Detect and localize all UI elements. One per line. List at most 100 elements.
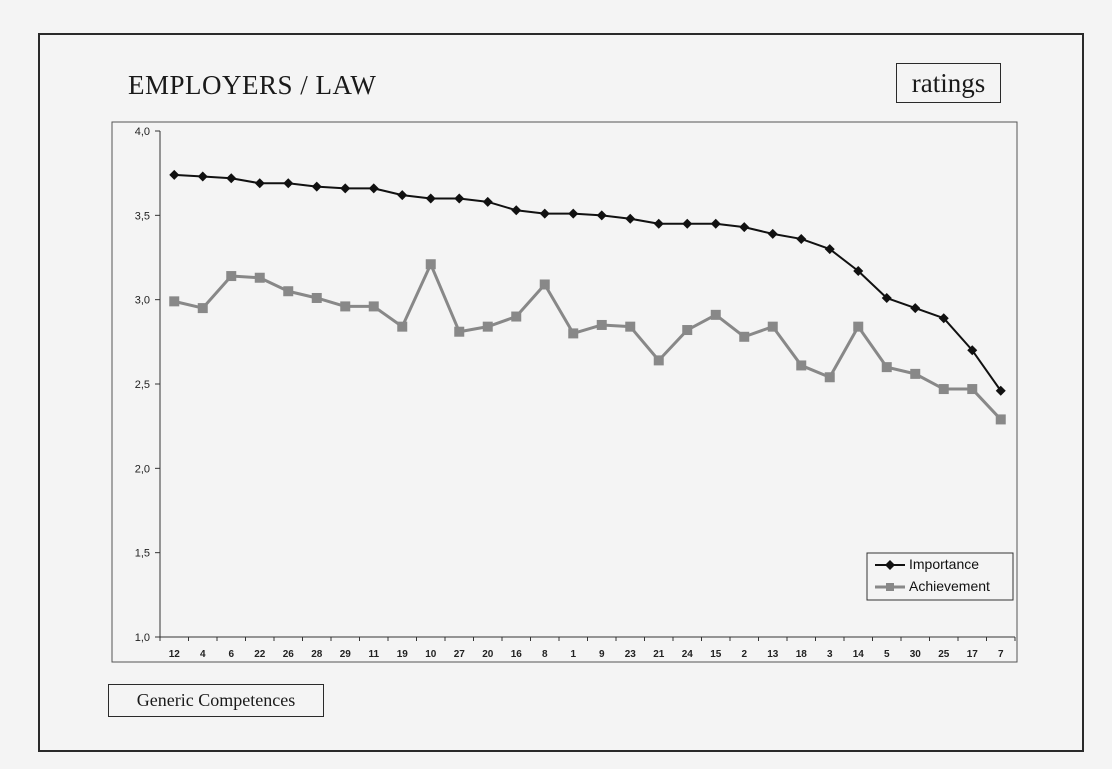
data-point-achievement — [197, 303, 208, 314]
legend-label-achievement: Achievement — [909, 578, 990, 594]
x-tick-label: 22 — [254, 649, 266, 660]
y-tick-label: 2,5 — [135, 379, 150, 391]
data-point-importance — [881, 292, 892, 303]
data-point-achievement — [568, 328, 579, 339]
data-point-importance — [910, 303, 921, 314]
x-tick-label: 17 — [967, 649, 979, 660]
x-tick-label: 11 — [368, 649, 379, 660]
y-tick-label: 4,0 — [135, 126, 150, 138]
data-point-achievement — [425, 259, 436, 270]
data-point-importance — [169, 169, 180, 180]
data-point-achievement — [910, 368, 921, 379]
data-point-importance — [197, 171, 208, 182]
x-tick-label: 5 — [884, 649, 890, 660]
data-point-importance — [283, 178, 294, 189]
data-point-achievement — [995, 414, 1006, 425]
data-point-importance — [767, 228, 778, 239]
data-point-achievement — [796, 360, 807, 371]
data-point-importance — [311, 181, 322, 192]
page-title: EMPLOYERS / LAW — [128, 70, 377, 100]
data-point-importance — [710, 218, 721, 229]
generic-competences-label: Generic Competences — [108, 684, 324, 717]
data-point-achievement — [283, 286, 294, 297]
y-ticks: 1,0 1,5 2,0 2,5 3,0 3,5 4,0 — [135, 126, 160, 644]
x-tick-label: 2 — [741, 649, 747, 660]
legend-marker-importance — [885, 560, 895, 570]
data-point-importance — [682, 218, 693, 229]
data-point-achievement — [596, 319, 607, 330]
x-tick-label: 19 — [397, 649, 409, 660]
series-group — [169, 169, 1006, 425]
x-tick-label: 8 — [542, 649, 548, 660]
data-point-achievement — [539, 279, 550, 290]
data-point-achievement — [739, 331, 750, 342]
x-tick-label: 30 — [910, 649, 922, 660]
x-tick-label: 25 — [938, 649, 950, 660]
data-point-importance — [596, 210, 607, 221]
data-point-achievement — [938, 384, 949, 395]
x-tick-label: 21 — [653, 649, 665, 660]
data-point-importance — [796, 233, 807, 244]
x-ticks: 12 4 6 22 26 28 29 11 19 10 27 20 16 8 1 9 23 21 24 15 2 13 18… — [159, 637, 1016, 660]
y-tick-label: 3,5 — [135, 210, 150, 222]
x-tick-label: 26 — [283, 649, 295, 660]
legend-label-importance: Importance — [909, 556, 979, 572]
x-tick-label: 15 — [710, 649, 722, 660]
data-point-importance — [739, 222, 750, 233]
y-tick-label: 1,5 — [135, 548, 150, 560]
x-tick-label: 3 — [827, 649, 833, 660]
data-point-achievement — [967, 384, 978, 395]
x-tick-label: 14 — [853, 649, 865, 660]
x-tick-label: 7 — [998, 649, 1004, 660]
x-tick-label: 12 — [169, 649, 181, 660]
data-point-importance — [454, 193, 465, 204]
data-point-achievement — [853, 321, 864, 332]
data-point-achievement — [625, 321, 636, 332]
data-point-importance — [368, 183, 379, 194]
data-point-importance — [824, 244, 835, 255]
data-point-importance — [226, 173, 237, 184]
data-point-importance — [425, 193, 436, 204]
legend-marker-achievement — [886, 583, 894, 591]
x-tick-label: 9 — [599, 649, 605, 660]
x-tick-label: 6 — [228, 649, 234, 660]
data-point-importance — [482, 196, 493, 207]
data-point-importance — [938, 313, 949, 324]
data-point-achievement — [454, 326, 465, 337]
x-tick-label: 23 — [625, 649, 637, 660]
data-point-importance — [511, 205, 522, 216]
plot-area — [111, 121, 1018, 663]
legend-box — [866, 552, 1014, 601]
x-tick-label: 29 — [340, 649, 352, 660]
data-point-achievement — [254, 272, 265, 283]
data-point-importance — [254, 178, 265, 189]
x-tick-label: 24 — [682, 649, 694, 660]
legend: Importance Achievement — [866, 552, 1014, 601]
x-tick-label: 27 — [454, 649, 466, 660]
x-tick-label: 10 — [425, 649, 437, 660]
data-point-importance — [653, 218, 664, 229]
data-point-importance — [397, 190, 408, 201]
data-point-achievement — [511, 311, 522, 322]
data-point-importance — [625, 213, 636, 224]
series-line-importance — [174, 173, 1002, 392]
y-tick-label: 3,0 — [135, 295, 150, 307]
data-point-importance — [853, 265, 864, 276]
data-point-achievement — [881, 362, 892, 373]
x-tick-label: 16 — [511, 649, 523, 660]
data-point-achievement — [368, 301, 379, 312]
data-point-importance — [539, 208, 550, 219]
data-point-achievement — [169, 296, 180, 307]
data-point-importance — [568, 208, 579, 219]
data-point-achievement — [767, 321, 778, 332]
data-point-achievement — [682, 325, 693, 336]
x-tick-label: 4 — [200, 649, 206, 660]
ratings-label: ratings — [896, 63, 1001, 103]
y-tick-label: 1,0 — [135, 632, 150, 644]
data-point-achievement — [482, 321, 493, 332]
x-tick-label: 13 — [767, 649, 779, 660]
data-point-achievement — [824, 372, 835, 383]
x-tick-label: 20 — [482, 649, 494, 660]
x-tick-label: 1 — [570, 649, 576, 660]
data-point-achievement — [311, 292, 322, 303]
